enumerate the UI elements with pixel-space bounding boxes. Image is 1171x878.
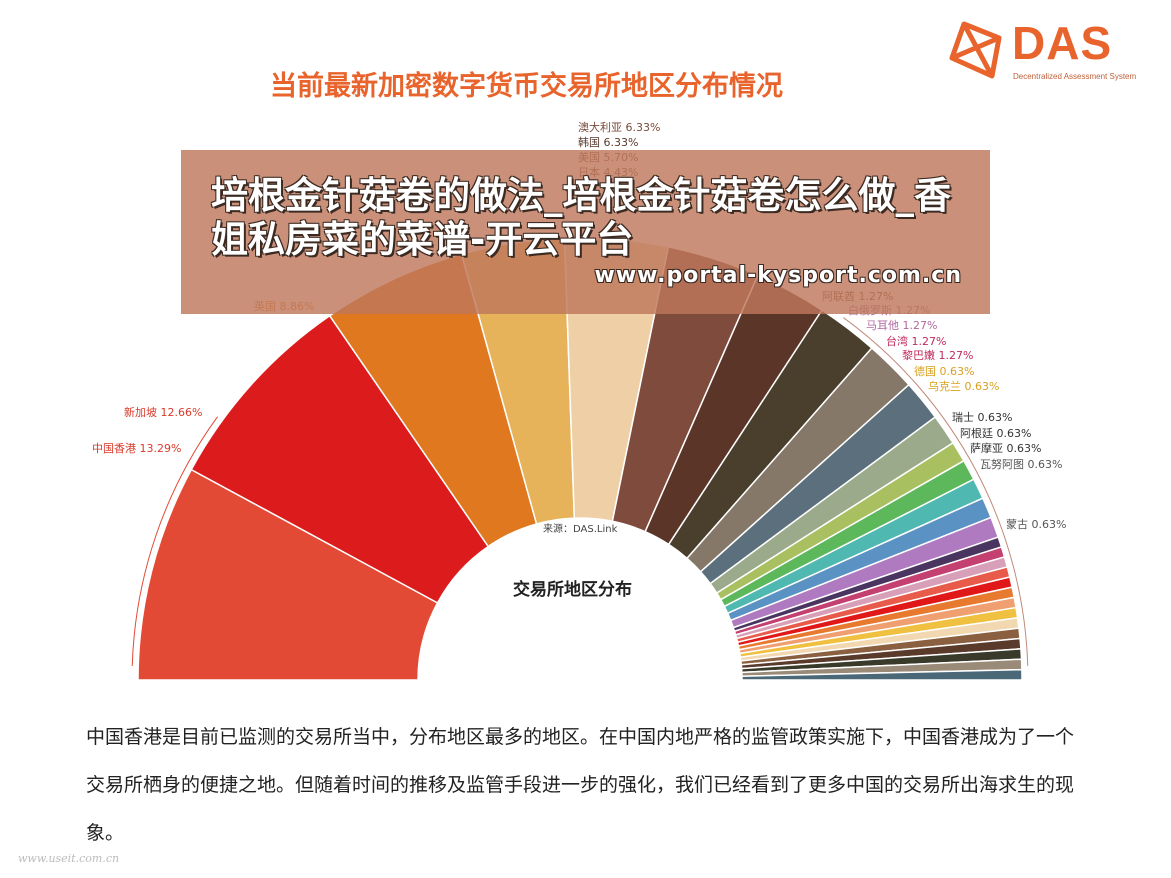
chart-source: 来源：DAS.Link xyxy=(543,524,618,535)
chart-segments xyxy=(137,237,1023,681)
slice-label-13: 德国 0.63% xyxy=(914,364,974,378)
chart-title: 当前最新加密数字货币交易所地区分布情况 xyxy=(270,71,783,102)
slice-label-11: 台湾 1.27% xyxy=(886,334,946,348)
slice-label-19: 蒙古 0.63% xyxy=(1006,518,1066,531)
slice-label-1: 中国香港 13.29% xyxy=(92,442,181,455)
slice-label-5: 韩国 6.33% xyxy=(578,135,638,149)
overlay-url[interactable]: www.portal-kysport.com.cn xyxy=(594,263,962,288)
leader-arc-left xyxy=(131,416,218,666)
footer-watermark: www.useit.com.cn xyxy=(18,852,120,865)
description-paragraph: 中国香港是目前已监测的交易所当中，分布地区最多的地区。在中国内地严格的监管政策实… xyxy=(86,726,1075,844)
slice-label-15: 瑞士 0.63% xyxy=(952,410,1012,424)
slice-label-14: 乌克兰 0.63% xyxy=(928,379,999,393)
overlay-title[interactable]: 培根金针菇卷的做法_培根金针菇卷怎么做_香姐私房菜的菜谱-开云平台 xyxy=(211,174,951,261)
slice-label-17: 萨摩亚 0.63% xyxy=(970,441,1041,455)
pie-slice-30 xyxy=(741,668,1023,681)
slice-label-18: 瓦努阿图 0.63% xyxy=(980,457,1062,471)
slice-label-2: 新加坡 12.66% xyxy=(124,405,202,419)
slice-label-16: 阿根廷 0.63% xyxy=(960,426,1031,440)
network-logo-icon xyxy=(949,21,1002,79)
chart-leader-lines xyxy=(131,317,1029,666)
slice-label-4: 澳大利亚 6.33% xyxy=(578,120,660,134)
leader-arc-right xyxy=(843,317,1029,666)
logo-subtitle: Decentralized Assessment System xyxy=(1013,72,1137,81)
chart-center-title: 交易所地区分布 xyxy=(513,580,632,600)
overlay-banner[interactable]: 培根金针菇卷的做法_培根金针菇卷怎么做_香姐私房菜的菜谱-开云平台 www.po… xyxy=(181,150,990,314)
logo-text: DAS xyxy=(1012,17,1113,69)
slice-label-12: 黎巴嫩 1.27% xyxy=(902,348,973,362)
pie-slice-1 xyxy=(137,468,439,681)
slice-label-10: 马耳他 1.27% xyxy=(866,319,937,332)
das-logo xyxy=(944,16,1154,86)
